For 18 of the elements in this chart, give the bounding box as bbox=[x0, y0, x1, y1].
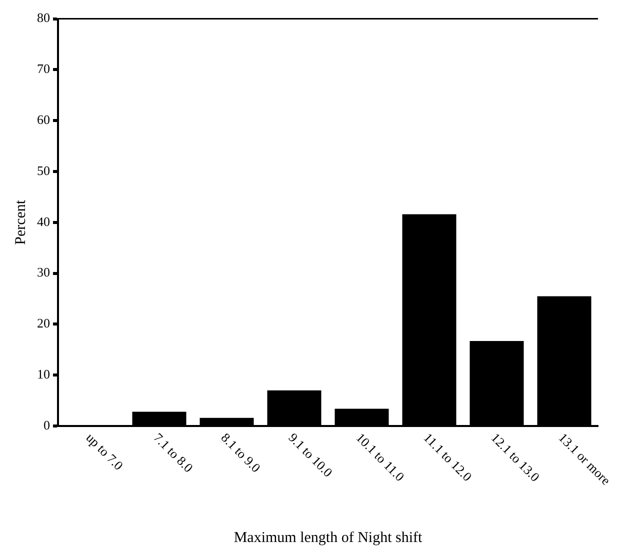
y-tick-label: 80 bbox=[37, 10, 50, 26]
x-tick-label: 8.1 to 9.0 bbox=[218, 430, 264, 476]
x-tick-label: up to 7.0 bbox=[83, 430, 126, 473]
x-tick-label: 7.1 to 8.0 bbox=[150, 430, 196, 476]
y-tick-label: 50 bbox=[37, 162, 50, 178]
y-tick-label: 10 bbox=[37, 366, 50, 382]
y-tick-label: 20 bbox=[37, 316, 50, 331]
y-tick-label: 60 bbox=[37, 112, 50, 128]
y-tick-label: 30 bbox=[37, 264, 50, 280]
x-tick-label: 9.1 to 10.0 bbox=[286, 430, 336, 480]
y-axis-title: Percent bbox=[12, 199, 29, 245]
x-tick-label: 10.1 to 11.0 bbox=[353, 430, 408, 484]
y-tick-label: 0 bbox=[44, 417, 50, 432]
x-tick-label: 11.1 to 12.0 bbox=[420, 430, 475, 484]
y-tick-label: 40 bbox=[37, 214, 50, 229]
y-tick-label: 70 bbox=[37, 61, 50, 76]
x-tick-label: 12.1 to 13.0 bbox=[488, 430, 543, 484]
x-axis-title: Maximum length of Night shift bbox=[234, 530, 423, 546]
